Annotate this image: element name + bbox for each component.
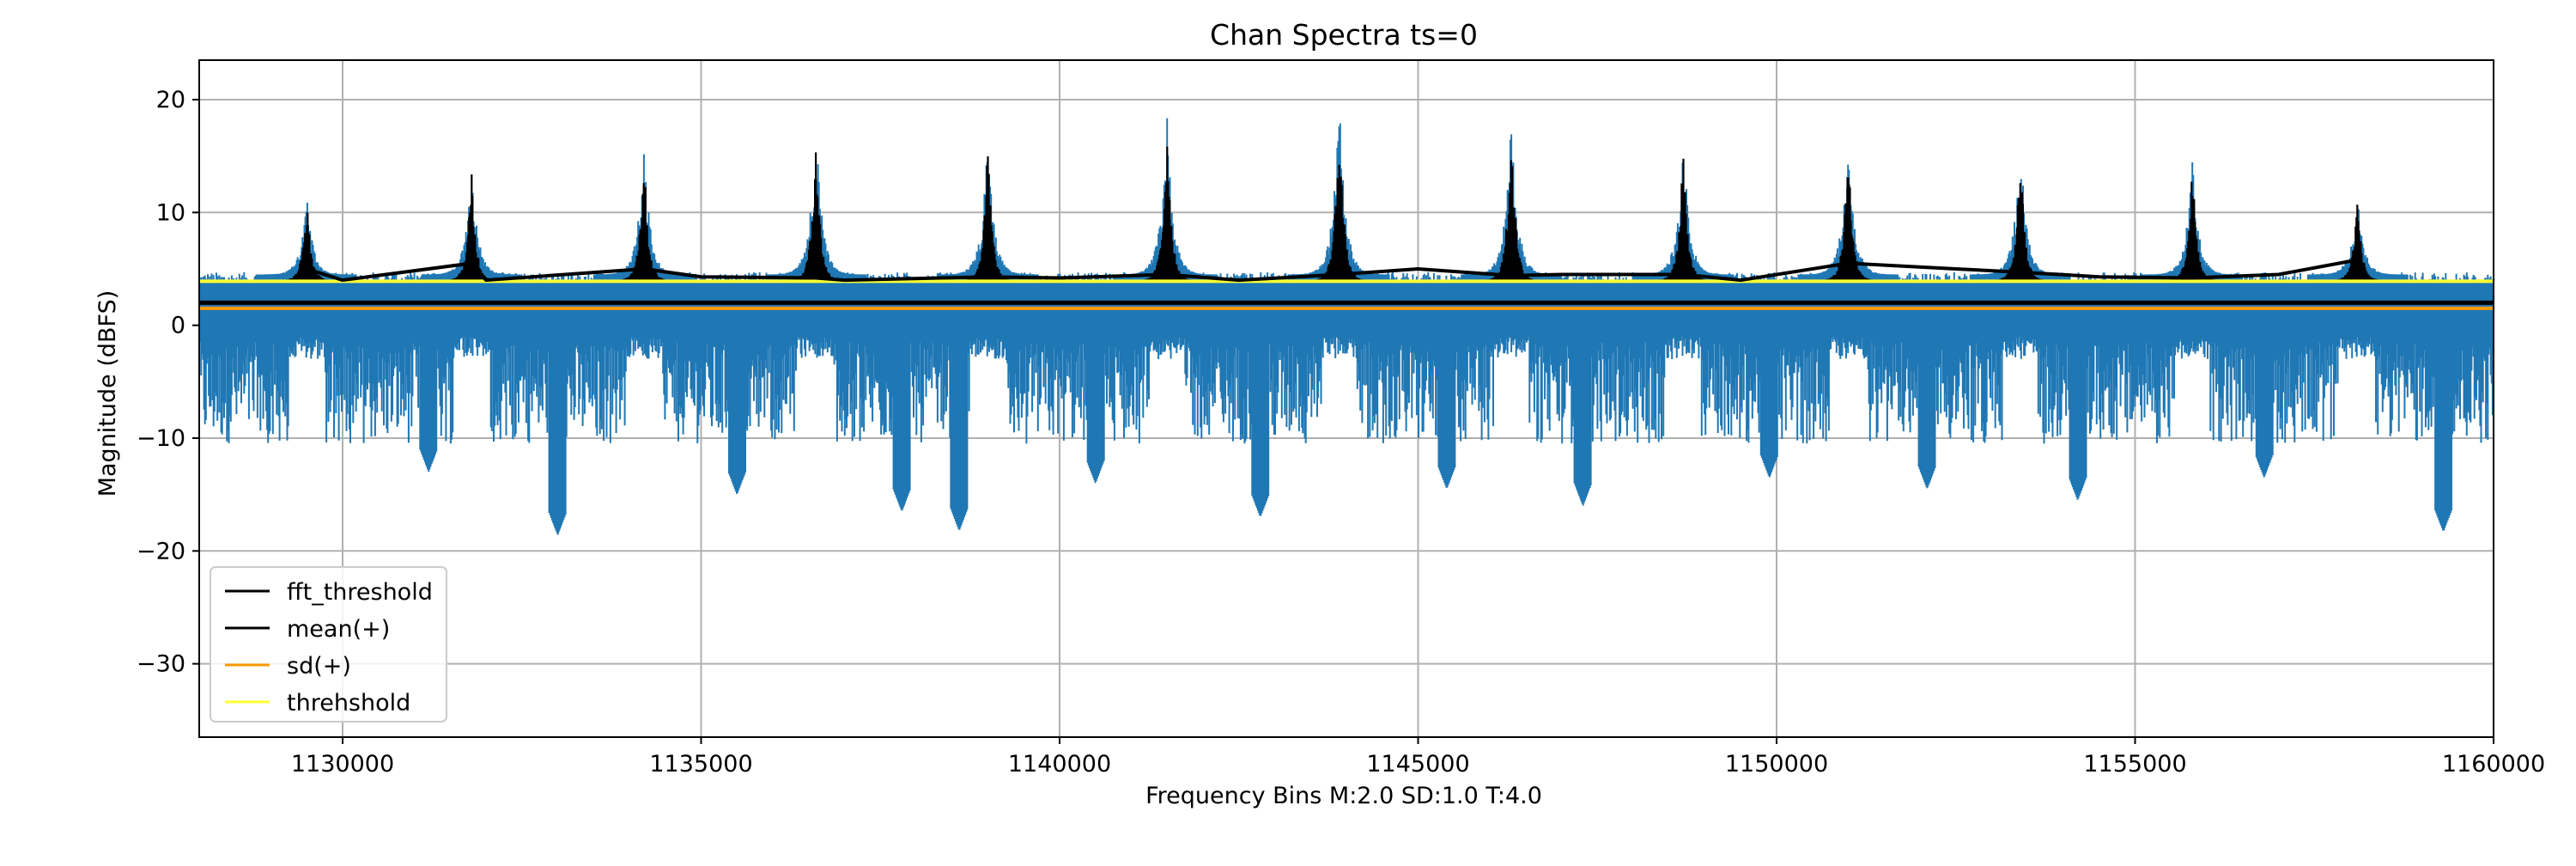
x-axis-label: Frequency Bins M:2.0 SD:1.0 T:4.0 [1145,783,1542,809]
y-tick-label-1: 10 [156,199,185,226]
spectrum-group [199,118,2494,535]
y-tick-label-4: −20 [137,538,185,564]
legend-label-mean: mean(+) [287,616,390,643]
mean-line [306,258,2358,283]
spectrum-trace [199,118,2494,535]
legend-label-threshold: threhshold [287,690,410,717]
y-tick-label-2: 0 [171,313,185,339]
plot-frame [198,59,2494,738]
x-tick-label-2: 1140000 [1008,751,1111,778]
y-tick-label-0: 20 [156,87,185,113]
x-tick-label-1: 1135000 [649,751,752,778]
legend-label-fft-threshold: fft_threshold [287,579,433,606]
x-tick-label-5: 1155000 [2083,751,2186,778]
x-tick-label-3: 1145000 [1366,751,1469,778]
x-tick-label-4: 1150000 [1725,751,1828,778]
axis-ticks: 1130000 1135000 1140000 1145000 1150000 11550… [137,87,2545,778]
y-tick-label-5: −30 [137,651,185,678]
x-tick-label-0: 1130000 [291,751,394,778]
y-tick-label-3: −10 [137,425,185,452]
x-tick-label-6: 1160000 [2442,751,2545,778]
legend-box [210,566,447,723]
chart-title: Chan Spectra ts=0 [1210,18,1478,52]
legend: fft_threshold mean(+) sd(+) threhshold [210,566,447,723]
legend-label-sd: sd(+) [287,653,351,680]
plot-area [199,118,2494,535]
y-axis-label: Magnitude (dBFS) [94,290,121,497]
